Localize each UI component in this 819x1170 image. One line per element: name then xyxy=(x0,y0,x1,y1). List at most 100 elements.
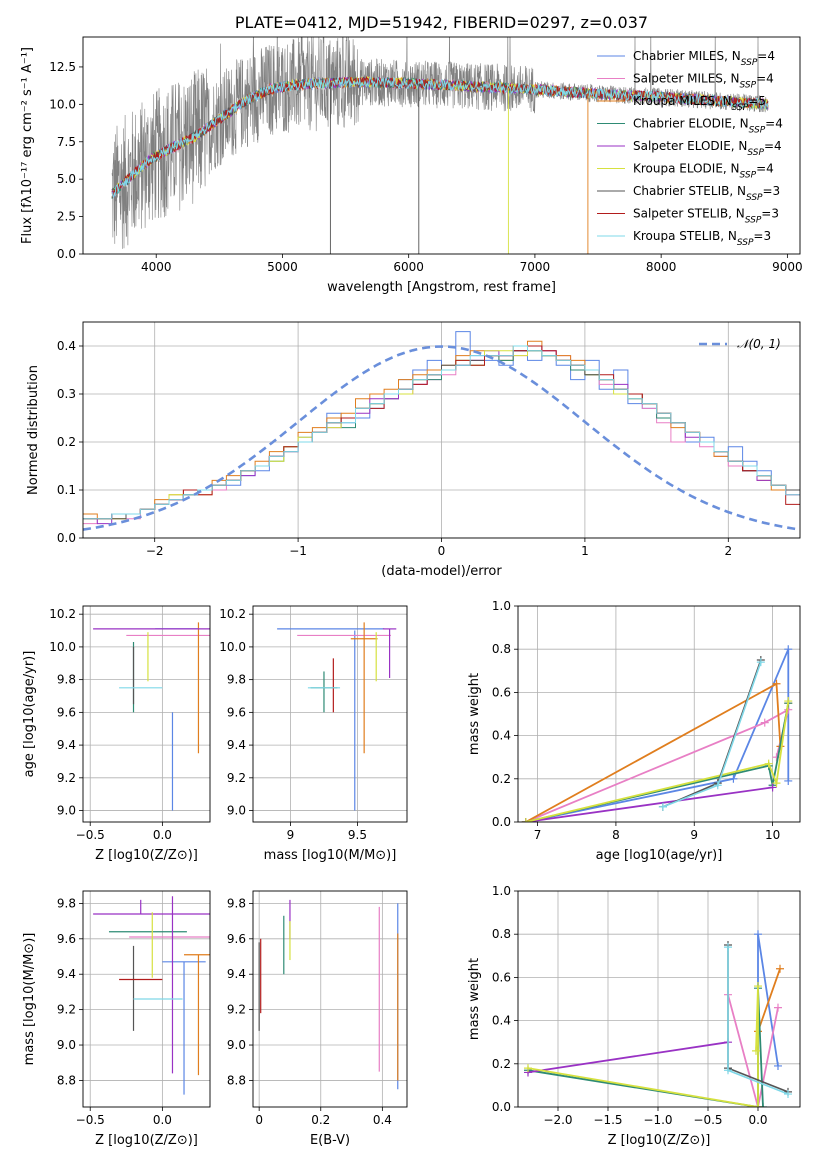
y-tick-label: 0.0 xyxy=(57,531,76,545)
legend-label: Chabrier STELIB, NSSP=3 xyxy=(633,184,780,203)
histogram-step-line xyxy=(83,345,800,520)
model-fit-line xyxy=(111,76,769,199)
y-tick-label: 9.6 xyxy=(227,932,246,946)
plus-marker xyxy=(774,1003,782,1012)
legend: Chabrier MILES, NSSP=4 Salpeter MILES, NS… xyxy=(597,49,783,248)
axes-mass_vs_ebv: 0 0.2 0.4 8.8 9.0 9.2 9.4 9.6 9.8 E(B-V) xyxy=(227,890,408,1148)
x-tick-label: 0 xyxy=(438,544,446,558)
legend-count: =4 xyxy=(765,117,783,131)
x-tick-label: 8 xyxy=(612,828,620,842)
plus-marker xyxy=(754,930,762,939)
y-tick-label: 9.2 xyxy=(227,771,246,785)
y-tick-label: 9.2 xyxy=(57,1003,76,1017)
legend-label: 𝒩(0, 1) xyxy=(737,337,781,351)
x-tick-label: −2 xyxy=(146,544,164,558)
y-tick-label: 9.8 xyxy=(227,896,246,910)
legend-count: =3 xyxy=(761,207,779,221)
y-axis-label: Flux [fλ10⁻¹⁷ erg cm⁻² s⁻¹ A⁻¹] xyxy=(20,47,35,244)
y-axis-label: mass weight xyxy=(467,673,482,755)
legend-count: =4 xyxy=(756,162,774,176)
legend-count: =5 xyxy=(748,94,766,108)
x-tick-label: 4000 xyxy=(141,260,172,274)
y-axis-label: mass weight xyxy=(467,958,482,1040)
y-tick-label: 9.0 xyxy=(227,1038,246,1052)
axes-frame xyxy=(82,321,801,539)
y-tick-label: 9.6 xyxy=(227,705,246,719)
x-tick-label: 1 xyxy=(581,544,589,558)
legend-count: =4 xyxy=(757,49,775,63)
x-axis-label: Z [log10(Z/Z⊙)] xyxy=(95,1133,198,1148)
legend-count: =3 xyxy=(763,184,781,198)
y-tick-label: 2.5 xyxy=(57,210,76,224)
x-axis-label: (data-model)/error xyxy=(381,564,502,579)
plus-marker xyxy=(729,774,738,783)
weight-line xyxy=(525,682,790,822)
y-tick-label: 0.0 xyxy=(492,815,511,829)
x-tick-label: −1 xyxy=(289,544,307,558)
y-tick-label: 0.0 xyxy=(57,247,76,261)
plus-marker xyxy=(760,718,769,727)
y-axis-label: age [log10(age/yr)] xyxy=(22,651,37,778)
plus-marker xyxy=(521,818,530,822)
plus-marker xyxy=(784,1090,792,1099)
legend-subscript: SSP xyxy=(747,148,764,158)
plus-marker xyxy=(784,776,793,785)
legend-subscript: SSP xyxy=(749,126,766,136)
y-tick-label: 9.6 xyxy=(57,705,76,719)
plot-area xyxy=(111,37,769,254)
legend-label: Salpeter MILES, NSSP=4 xyxy=(633,72,774,91)
plus-marker xyxy=(754,982,762,991)
weight-line xyxy=(727,994,779,1107)
legend-label: Chabrier MILES, NSSP=4 xyxy=(633,49,775,68)
weight-line xyxy=(525,786,773,822)
x-tick-label: 7 xyxy=(534,828,542,842)
y-tick-label: 9.8 xyxy=(57,896,76,910)
axes-frame xyxy=(82,36,801,255)
plus-marker xyxy=(713,781,722,790)
plus-marker xyxy=(754,1103,762,1107)
legend-subscript: SSP xyxy=(732,103,749,113)
y-axis-label: mass [log10(M/M⊙)] xyxy=(22,933,37,1066)
weight-line xyxy=(525,700,790,822)
axes-frame xyxy=(82,605,211,823)
y-tick-label: 0.6 xyxy=(492,685,511,699)
plus-marker xyxy=(724,1066,732,1075)
plus-marker xyxy=(784,697,793,706)
y-tick-label: 8.8 xyxy=(227,1073,246,1087)
weight-line xyxy=(525,703,790,822)
x-tick-label: −2.0 xyxy=(543,1113,572,1127)
y-tick-label: 9.4 xyxy=(57,738,76,752)
y-tick-label: 0.8 xyxy=(492,642,511,656)
legend-label: Kroupa ELODIE, NSSP=4 xyxy=(633,162,774,181)
x-tick-label: 9 xyxy=(287,828,295,842)
weight-line xyxy=(527,985,759,1107)
plus-marker xyxy=(658,802,667,811)
y-tick-label: 0.4 xyxy=(57,339,76,353)
x-tick-label: 8000 xyxy=(646,260,677,274)
y-tick-label: 9.8 xyxy=(227,673,246,687)
axes-age_vs_mass: 9 9.5 9.0 9.2 9.4 9.6 9.8 10.0 10.2 mass [log10(M… xyxy=(219,605,408,863)
legend-subscript: SSP xyxy=(740,81,757,91)
y-tick-label: 0.6 xyxy=(492,970,511,984)
axes-frame xyxy=(252,605,408,823)
plus-marker xyxy=(784,645,793,654)
legend-label: Kroupa STELIB, NSSP=3 xyxy=(633,229,771,248)
x-tick-label: 0 xyxy=(255,1113,263,1127)
x-tick-label: −1.0 xyxy=(643,1113,672,1127)
y-tick-label: 9.0 xyxy=(57,1038,76,1052)
x-tick-label: 2 xyxy=(724,544,732,558)
y-tick-label: 9.4 xyxy=(227,738,246,752)
plot-area xyxy=(518,606,800,822)
axes-frame xyxy=(252,890,408,1108)
plus-marker xyxy=(524,1064,532,1073)
y-tick-label: 9.4 xyxy=(227,967,246,981)
plus-marker xyxy=(759,1103,767,1107)
y-tick-label: 0.2 xyxy=(492,1057,511,1071)
legend-label: Salpeter ELODIE, NSSP=4 xyxy=(633,139,782,158)
y-tick-label: 1.0 xyxy=(492,599,511,613)
y-tick-label: 12.5 xyxy=(49,60,76,74)
y-tick-label: 10.2 xyxy=(49,607,76,621)
plus-marker xyxy=(768,783,777,792)
x-tick-label: −0.5 xyxy=(693,1113,722,1127)
